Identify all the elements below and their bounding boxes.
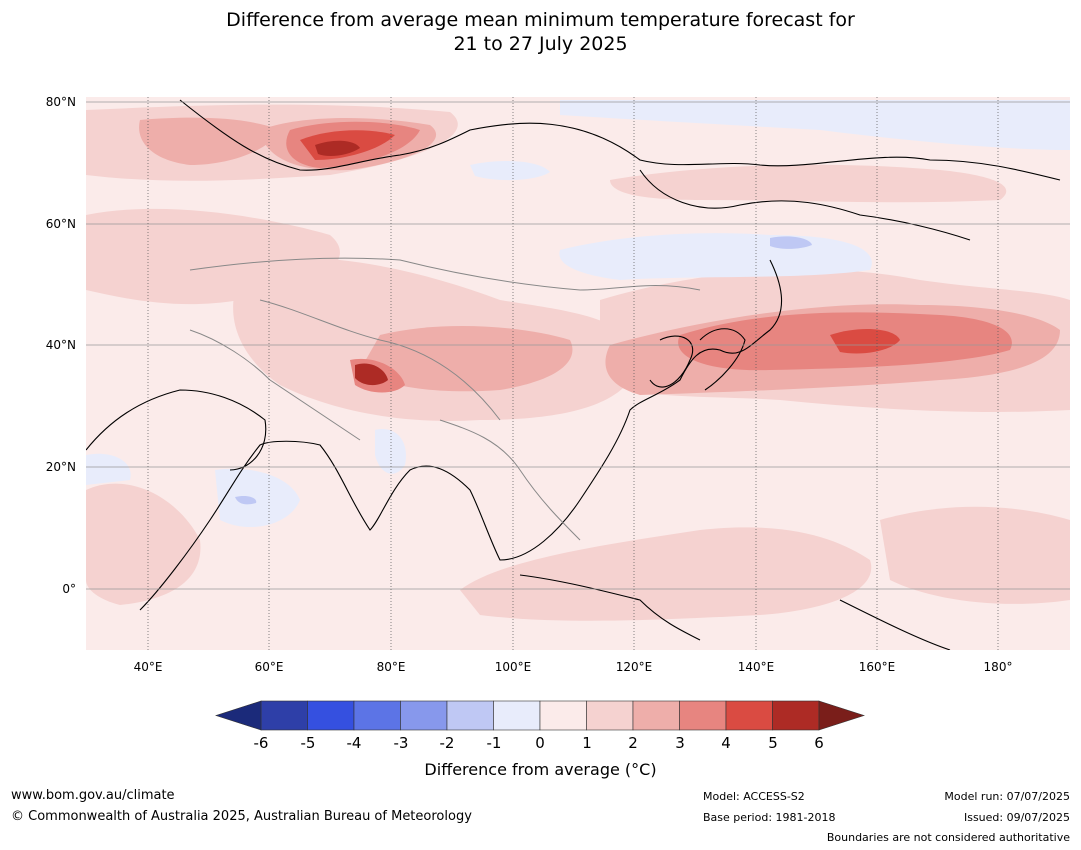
anomaly-region [880,506,1070,604]
lon-tick-label: 120°E [615,660,653,674]
anomaly-region [215,468,300,528]
lon-tick-label: 180° [983,660,1013,674]
colorbar-tick-label: 3 [675,734,685,752]
colorbar-swatch [539,700,587,731]
anomaly-region [139,117,280,165]
anomaly-region [610,164,1007,203]
colorbar-swatch [725,700,773,731]
anomaly-region [86,483,201,605]
lat-tick-label: 0° [62,582,76,596]
lat-tick-label: 80°N [45,95,76,109]
colorbar-swatch [772,700,820,731]
colorbar-tick-label: 4 [721,734,731,752]
anomaly-region [355,363,388,386]
lon-tick-label: 160°E [858,660,896,674]
anomaly-region [315,140,360,156]
grid [86,101,1070,590]
anomaly-region [460,527,872,621]
lat-tick-label: 20°N [45,460,76,474]
footer-issued: Issued: 09/07/2025 [963,811,1070,824]
anomaly-region [770,236,812,249]
colorbar-tick-label: 2 [628,734,638,752]
colorbar-swatch [400,700,448,731]
anomaly-region [470,160,550,181]
anomaly-region [375,429,406,474]
colorbar-swatch [679,700,727,731]
chart-title: Difference from average mean minimum tem… [0,8,1081,56]
colorbar-tick-label: 6 [814,734,824,752]
lat-tick-label: 40°N [45,338,76,352]
lon-tick-label: 140°E [737,660,775,674]
footer-base-period: Base period: 1981-2018 [703,811,836,824]
anomaly-region [360,325,573,392]
footer-model-run: Model run: 07/07/2025 [944,790,1070,803]
colorbar-tick-label: -1 [486,734,502,752]
lon-tick-label: 60°E [254,660,284,674]
colorbar-extend-high [818,700,865,731]
lon-tick-label: 100°E [494,660,532,674]
lon-tick-label: 80°E [376,660,406,674]
colorbar-tick-label: 1 [582,734,592,752]
footer-url[interactable]: www.bom.gov.au/climate [11,788,175,803]
colorbar-swatch [586,700,634,731]
colorbar-tick-label: -4 [346,734,362,752]
colorbar-swatch [260,700,308,731]
country-borders [189,257,701,541]
title-line-2: 21 to 27 July 2025 [453,33,628,55]
colorbar-extend-low [215,700,262,731]
colorbar-swatch [307,700,355,731]
colorbar-swatch [493,700,541,731]
coastlines [86,99,1061,650]
colorbar-tick-label: -5 [300,734,316,752]
footer-disclaimer: Boundaries are not considered authoritat… [826,831,1070,844]
footer-copyright: © Commonwealth of Australia 2025, Austra… [11,809,472,824]
anomaly-region [235,495,257,505]
anomaly-region [86,453,131,485]
colorbar-tick-label: -6 [253,734,269,752]
colorbar-swatch [632,700,680,731]
lon-tick-label: 40°E [133,660,163,674]
map-panel [86,97,1070,650]
colorbar-title: Difference from average (°C) [424,760,657,779]
anomaly-region [830,328,900,354]
footer-model: Model: ACCESS-S2 [703,790,805,803]
colorbar-swatch [446,700,494,731]
colorbar-tick-label: -2 [439,734,455,752]
colorbar-tick-label: 5 [768,734,778,752]
title-line-1: Difference from average mean minimum tem… [226,9,855,31]
colorbar-tick-label: -3 [393,734,409,752]
anomaly-region [560,100,1070,150]
colorbar-tick-label: 0 [535,734,545,752]
colorbar-swatches [215,700,865,731]
lat-tick-label: 60°N [45,217,76,231]
colorbar-swatch [353,700,401,731]
meridians [147,97,999,650]
